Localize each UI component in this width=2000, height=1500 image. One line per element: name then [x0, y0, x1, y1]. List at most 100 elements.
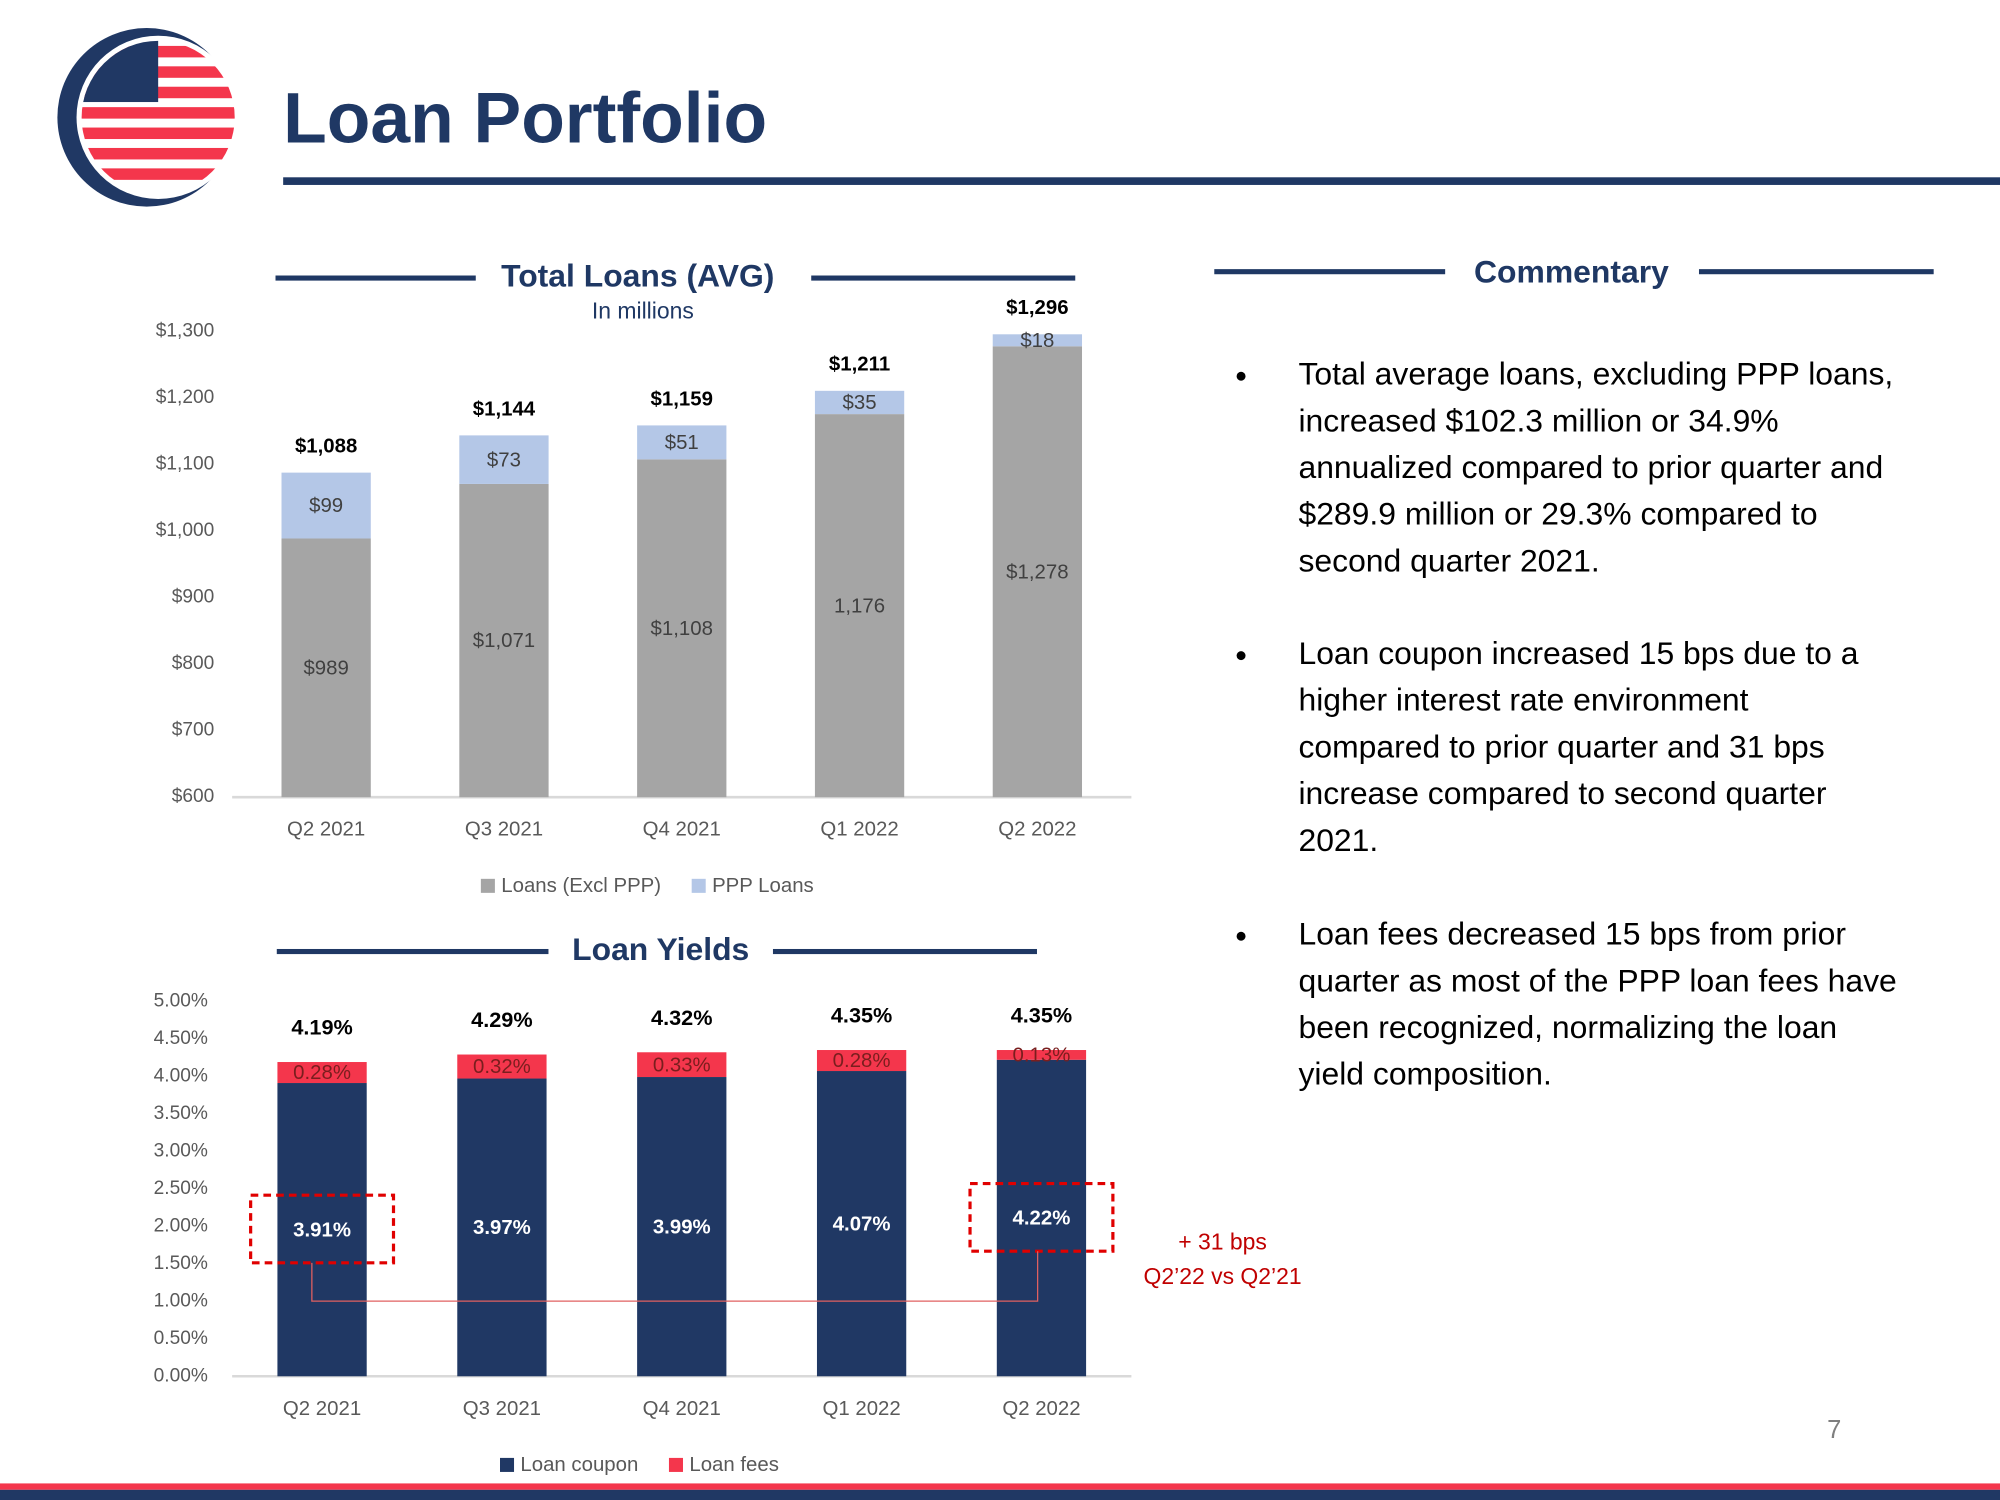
bar-segment [637, 459, 727, 798]
commentary: Commentary Total average loans, excludin… [1214, 254, 1934, 1092]
value-label: $1,071 [473, 630, 535, 652]
legend-swatch [691, 878, 706, 893]
value-label: $1,278 [1006, 561, 1068, 583]
title-rule [772, 948, 1037, 955]
bar-segment [816, 1050, 907, 1072]
value-label: $1,108 [651, 618, 713, 640]
title-rule [283, 177, 2000, 185]
legend-label: Loans (Excl PPP) [501, 875, 661, 897]
chart-title: Loan Yields [572, 931, 749, 967]
annotation: + 31 bps [1178, 1229, 1267, 1255]
title-rule [276, 948, 549, 955]
bullet-text: annualized compared to prior quarter and [1298, 449, 1883, 485]
legend-swatch [500, 1457, 515, 1472]
bar-segment [457, 1054, 547, 1079]
annotation: Q2’22 vs Q2’21 [1144, 1263, 1302, 1289]
bullet-text: $289.9 million or 29.3% compared to [1298, 496, 1817, 532]
legend-swatch [480, 878, 495, 893]
y-tick-label: 0.50% [154, 1328, 208, 1349]
value-label: $18 [1020, 330, 1054, 352]
bullet-text: second quarter 2021. [1298, 542, 1599, 578]
chart-title: Total Loans (AVG) [501, 257, 774, 293]
x-tick-label: Q4 2021 [643, 819, 721, 841]
bar-segment [996, 1050, 1087, 1060]
legend-label: Loan coupon [520, 1454, 638, 1476]
bar-segment [281, 538, 371, 798]
y-tick-label: 0.00% [154, 1365, 208, 1386]
bullet-text: Loan fees decreased 15 bps from prior [1298, 916, 1846, 952]
value-label: $73 [487, 449, 521, 471]
y-tick-label: 5.00% [154, 990, 208, 1011]
x-tick-label: Q3 2021 [463, 1398, 541, 1420]
title-rule [811, 275, 1076, 281]
x-tick-label: Q2 2021 [287, 819, 365, 841]
y-tick-label: 2.50% [154, 1178, 208, 1199]
value-label: 0.28% [833, 1050, 891, 1072]
page-number: 7 [1827, 1416, 1841, 1444]
value-label: 4.22% [1013, 1208, 1071, 1230]
y-tick-label: $900 [172, 587, 215, 608]
x-tick-label: Q2 2021 [283, 1398, 361, 1420]
value-label: 0.13% [1013, 1045, 1071, 1067]
value-label: 0.28% [293, 1062, 351, 1084]
total-label: 4.35% [831, 1003, 892, 1028]
footer-rule [0, 1483, 2000, 1490]
total-label: $1,159 [651, 388, 713, 410]
y-tick-label: $700 [172, 720, 215, 741]
bullet-text: yield composition. [1298, 1056, 1551, 1092]
chart: Loan Yields 0.00% 0.50% 1.00% 1.50% 2.00% 2.50… [154, 931, 1302, 1476]
y-tick-label: $1,200 [156, 387, 215, 408]
connector [311, 1251, 1039, 1302]
value-label: 4.07% [833, 1213, 891, 1235]
y-tick-label: $800 [172, 653, 215, 674]
legend-label: PPP Loans [712, 875, 814, 897]
bullet-text: been recognized, normalizing the loan [1298, 1009, 1837, 1045]
bullet-dot [1236, 931, 1246, 941]
bar-segment [459, 483, 549, 798]
bullet-text: increased $102.3 million or 34.9% [1298, 402, 1778, 438]
logo [57, 28, 240, 207]
bar-segment [814, 390, 905, 415]
bullet-text: compared to prior quarter and 31 bps [1298, 728, 1824, 764]
title-rule [275, 275, 476, 281]
value-label: 3.97% [473, 1217, 531, 1239]
legend-swatch [668, 1457, 683, 1472]
x-tick-label: Q2 2022 [998, 819, 1076, 841]
value-label: 1,176 [834, 595, 885, 617]
bar-segment [816, 1071, 907, 1377]
y-tick-label: 4.00% [154, 1065, 208, 1086]
value-label: $51 [665, 432, 699, 454]
value-label: 3.91% [293, 1219, 351, 1241]
bar-segment [277, 1062, 367, 1084]
x-tick-label: Q3 2021 [465, 819, 543, 841]
footer-rule [0, 1489, 2000, 1500]
total-label: 4.29% [471, 1007, 532, 1032]
total-label: $1,211 [829, 354, 890, 376]
bar-segment [457, 1078, 547, 1377]
heading-rule [1698, 269, 1934, 275]
value-label: $989 [303, 658, 348, 680]
y-tick-label: $1,100 [156, 454, 215, 475]
heading-rule [1214, 269, 1446, 275]
value-label: $99 [309, 495, 343, 517]
bar-segment [459, 435, 549, 484]
bar-segment [637, 425, 727, 460]
bullet-text: Total average loans, excluding PPP loans… [1298, 356, 1893, 392]
bullet-text: quarter as most of the PPP loan fees hav… [1298, 962, 1896, 998]
bullet-text: Loan coupon increased 15 bps due to a [1298, 635, 1858, 671]
bullet-text: 2021. [1298, 822, 1378, 858]
y-tick-label: 2.00% [154, 1215, 208, 1236]
bar-segment [637, 1052, 727, 1078]
page-title: Loan Portfolio [283, 79, 767, 159]
chart: Total Loans (AVG) In millions $600 $700 $800… [156, 257, 1132, 897]
y-tick-label: $600 [172, 786, 215, 807]
x-tick-label: Q4 2021 [643, 1398, 721, 1420]
total-label: 4.35% [1011, 1003, 1072, 1028]
commentary-heading: Commentary [1474, 254, 1669, 290]
total-label: $1,088 [295, 436, 357, 458]
chart-subtitle: In millions [592, 298, 694, 324]
value-label: 3.99% [653, 1216, 711, 1238]
bullet-dot [1236, 371, 1246, 381]
bar-segment [992, 334, 1083, 347]
